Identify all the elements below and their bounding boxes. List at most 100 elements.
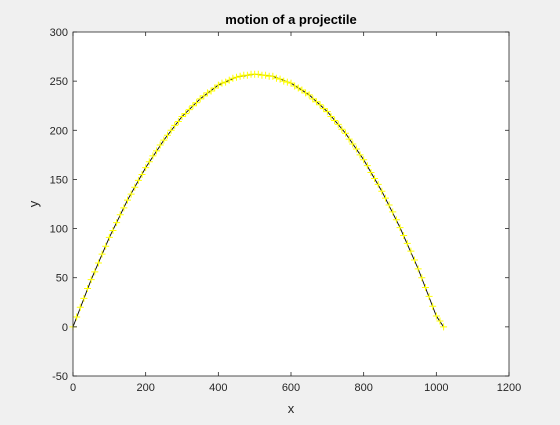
data-point-marker [163, 131, 171, 139]
data-point-marker [84, 285, 92, 293]
data-point-marker [124, 196, 131, 204]
data-point-marker [360, 156, 368, 164]
data-point-marker [233, 73, 240, 81]
data-point-marker [331, 116, 339, 124]
data-point-marker [378, 187, 386, 195]
data-point-marker [109, 227, 117, 235]
data-point-marker [411, 256, 419, 264]
data-point-marker [171, 121, 179, 129]
data-point-marker [432, 312, 440, 320]
data-point-marker [283, 78, 291, 86]
data-point-marker [407, 247, 415, 255]
data-point-marker [156, 141, 164, 149]
data-point-marker [98, 250, 106, 258]
data-point-marker [400, 231, 408, 239]
x-tick-label: 400 [209, 382, 227, 394]
data-point-marker [421, 284, 429, 292]
data-point-marker [298, 86, 306, 94]
data-point-marker [396, 224, 404, 232]
data-point-marker [338, 125, 346, 133]
data-point-marker [73, 313, 81, 321]
data-point-marker [87, 276, 95, 284]
data-point-marker [356, 151, 364, 159]
data-point-marker [243, 71, 251, 79]
y-tick-label: 250 [50, 76, 68, 88]
data-point-marker [178, 113, 186, 121]
data-point-marker [203, 89, 211, 97]
data-point-marker [262, 71, 270, 79]
data-point-marker [371, 174, 379, 182]
data-point-marker [392, 216, 400, 224]
data-point-marker [440, 323, 448, 331]
data-point-marker [280, 77, 288, 85]
x-tick-label: 1200 [497, 382, 521, 394]
y-tick-label: -50 [52, 371, 68, 383]
data-point-marker [167, 126, 175, 134]
data-point-marker [269, 72, 277, 80]
data-point-marker [116, 211, 124, 219]
data-point-marker [134, 176, 142, 184]
data-point-marker [189, 102, 197, 110]
data-point-marker [312, 98, 320, 106]
y-axis-label: y [26, 200, 41, 207]
data-point-marker [349, 140, 357, 148]
data-point-marker [76, 303, 84, 311]
data-point-marker [80, 294, 88, 302]
data-point-marker [160, 136, 168, 144]
data-point-marker [131, 183, 139, 191]
data-point-marker [218, 79, 226, 87]
x-tick-label: 600 [282, 382, 300, 394]
data-point-marker [320, 105, 328, 113]
data-point-marker [414, 265, 422, 273]
data-point-marker [207, 87, 215, 95]
data-point-marker [342, 129, 349, 137]
data-point-marker [291, 82, 299, 90]
data-point-marker [272, 74, 280, 82]
data-point-marker [436, 317, 444, 325]
data-point-marker [327, 113, 335, 121]
data-point-marker [120, 204, 128, 212]
data-point-marker [363, 162, 371, 170]
data-point-marker [185, 106, 193, 114]
y-tick-label: 200 [50, 125, 68, 137]
y-tick-label: 150 [50, 174, 68, 186]
data-point-marker [425, 292, 433, 300]
ticks-layer: 0 200 400 600 800 1000 1200-500501001502002503… [50, 27, 522, 394]
data-point-marker [403, 239, 411, 247]
data-point-marker [345, 135, 353, 143]
data-point-marker [381, 194, 389, 202]
x-tick-label: 800 [354, 382, 372, 394]
data-point-marker [211, 84, 219, 92]
data-point-marker [222, 78, 230, 86]
data-point-marker [200, 92, 208, 100]
x-tick-label: 0 [70, 382, 76, 394]
data-point-marker [102, 242, 110, 250]
data-point-marker [316, 101, 324, 109]
series-layer [69, 70, 448, 331]
data-point-marker [138, 171, 146, 179]
data-point-marker [374, 180, 382, 188]
data-point-marker [142, 164, 150, 172]
data-point-marker [323, 108, 331, 116]
data-point-marker [367, 169, 375, 177]
y-tick-label: 0 [62, 322, 68, 334]
data-point-marker [389, 208, 397, 216]
y-tick-label: 300 [50, 27, 68, 39]
data-point-marker [113, 219, 121, 227]
x-tick-label: 1000 [424, 382, 448, 394]
y-tick-label: 100 [50, 224, 68, 236]
chart-title: motion of a projectile [225, 12, 356, 27]
x-axis-label: x [288, 401, 295, 416]
data-point-marker [418, 274, 426, 282]
data-point-marker [196, 95, 204, 103]
data-point-marker [229, 74, 237, 82]
data-point-marker [225, 76, 233, 84]
data-point-marker [174, 117, 182, 125]
data-point-marker [127, 190, 135, 198]
data-point-marker [182, 110, 190, 118]
data-point-marker [236, 72, 244, 80]
data-point-marker [302, 89, 310, 97]
data-point-marker [91, 268, 99, 276]
